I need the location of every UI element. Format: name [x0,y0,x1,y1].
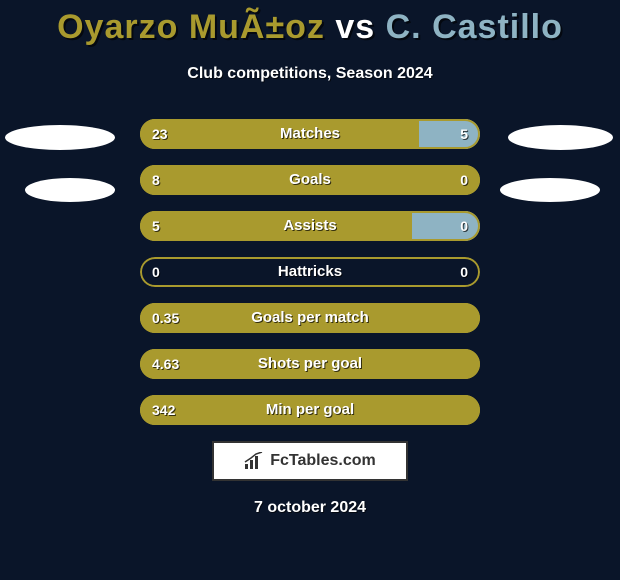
stat-bar-row: 5Assists0 [140,211,480,241]
stats-bars: 23Matches58Goals05Assists00Hattricks00.3… [140,119,480,425]
player2-name: C. Castillo [386,8,563,46]
subtitle: Club competitions, Season 2024 [0,65,620,83]
chart-icon [244,452,266,470]
stat-bar-row: 342Min per goal [140,395,480,425]
stat-right-value: 0 [460,257,468,287]
stat-label: Goals per match [140,303,480,333]
stat-label: Matches [140,119,480,149]
decorative-ellipse [5,125,115,150]
vs-text: vs [325,8,386,46]
stat-label: Min per goal [140,395,480,425]
stat-bar-row: 0.35Goals per match [140,303,480,333]
player1-name: Oyarzo MuÃ±oz [57,8,325,46]
stat-label: Hattricks [140,257,480,287]
decorative-ellipse [25,178,115,202]
fctables-logo: FcTables.com [212,441,408,481]
stat-right-value: 0 [460,211,468,241]
stat-label: Shots per goal [140,349,480,379]
stat-right-value: 5 [460,119,468,149]
decorative-ellipse [500,178,600,202]
stat-bar-row: 8Goals0 [140,165,480,195]
stat-label: Assists [140,211,480,241]
logo-text: FcTables.com [270,452,376,470]
comparison-title: Oyarzo MuÃ±oz vs C. Castillo [0,0,620,47]
stat-right-value: 0 [460,165,468,195]
stat-label: Goals [140,165,480,195]
stat-bar-row: 23Matches5 [140,119,480,149]
decorative-ellipse [508,125,613,150]
stat-bar-row: 0Hattricks0 [140,257,480,287]
stat-bar-row: 4.63Shots per goal [140,349,480,379]
date-text: 7 october 2024 [0,499,620,517]
